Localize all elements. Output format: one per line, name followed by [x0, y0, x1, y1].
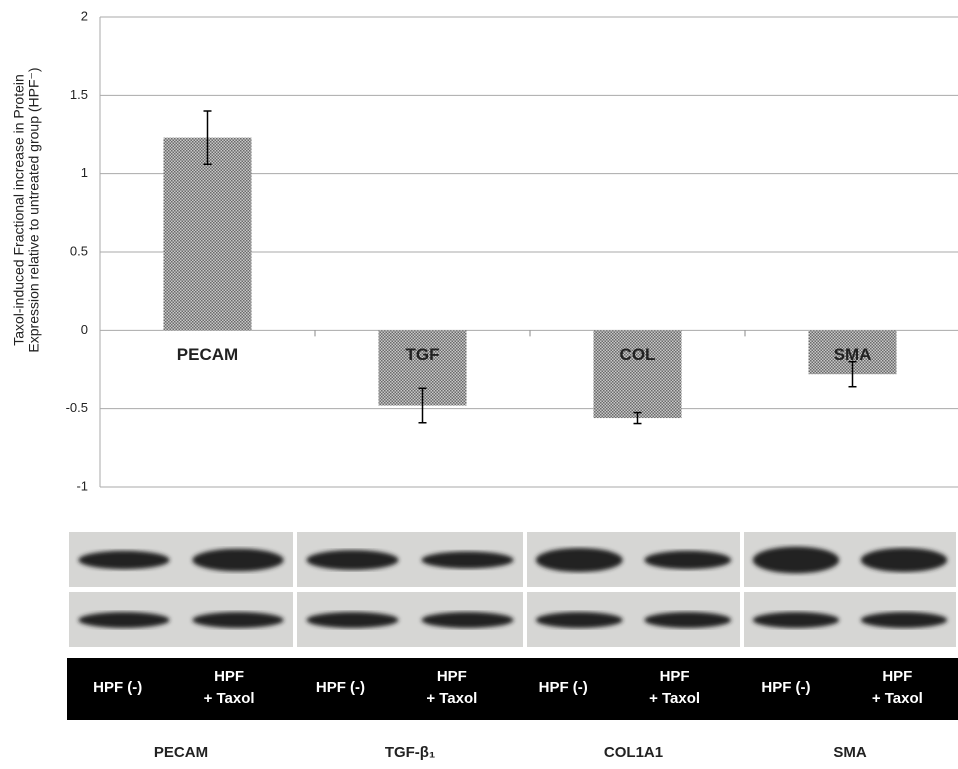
protein-label: PECAM: [154, 744, 208, 761]
chart: Taxol-induced Fractional increase in Pro…: [0, 0, 958, 764]
blot-band: [861, 612, 947, 628]
blot-band: [192, 612, 283, 628]
lane-label: + Taxol: [204, 690, 255, 707]
x-tick-label: TGF: [406, 345, 440, 364]
blot-band: [307, 550, 399, 570]
blot-band: [644, 612, 731, 628]
lane-label: HPF: [882, 668, 912, 685]
lane-label: HPF: [214, 668, 244, 685]
x-tick-label: PECAM: [177, 345, 238, 364]
blot-band: [536, 612, 623, 628]
blot-band: [422, 552, 514, 569]
lane-label: HPF (-): [93, 679, 142, 696]
lane-label: + Taxol: [649, 690, 700, 707]
blot-panel: [67, 532, 958, 648]
blot-band: [753, 612, 839, 628]
blot-band: [78, 612, 169, 628]
blot-band: [422, 612, 514, 628]
lane-label: HPF (-): [761, 679, 810, 696]
y-tick-label: 0: [81, 322, 88, 337]
blot-band: [78, 551, 169, 569]
blot-band: [536, 548, 623, 572]
x-tick-label: COL: [620, 345, 656, 364]
blot-band: [753, 547, 839, 574]
blot-band: [307, 612, 399, 628]
x-tick-label: SMA: [834, 345, 872, 364]
blot-band: [861, 548, 947, 572]
y-tick-label: 2: [81, 8, 88, 23]
lane-label-bar: [67, 658, 958, 720]
protein-label: TGF-β₁: [385, 744, 435, 761]
lane-label: HPF: [660, 668, 690, 685]
lane-label: HPF (-): [539, 679, 588, 696]
lane-label: + Taxol: [426, 690, 477, 707]
blot-band: [192, 549, 283, 572]
y-tick-label: 0.5: [70, 243, 88, 258]
bar: [164, 138, 252, 331]
y-axis-label: Taxol-induced Fractional increase in Pro…: [11, 74, 27, 346]
blot-band: [644, 551, 731, 569]
y-axis-label: Expression relative to untreated group (…: [26, 67, 42, 352]
lane-label: + Taxol: [872, 690, 923, 707]
y-tick-label: 1.5: [70, 87, 88, 102]
protein-label: SMA: [833, 744, 867, 761]
lane-label: HPF: [437, 668, 467, 685]
y-tick-label: -1: [76, 478, 88, 493]
bar: [594, 330, 682, 418]
y-tick-label: 1: [81, 165, 88, 180]
lane-label: HPF (-): [316, 679, 365, 696]
y-tick-label: -0.5: [66, 400, 88, 415]
protein-label: COL1A1: [604, 744, 663, 761]
